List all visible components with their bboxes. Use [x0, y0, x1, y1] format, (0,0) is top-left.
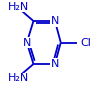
- Text: N: N: [51, 16, 59, 26]
- Text: N: N: [23, 37, 31, 48]
- Text: N: N: [51, 59, 59, 69]
- Text: H₂N: H₂N: [8, 2, 29, 12]
- Text: Cl: Cl: [81, 37, 92, 48]
- Text: H₂N: H₂N: [8, 73, 29, 83]
